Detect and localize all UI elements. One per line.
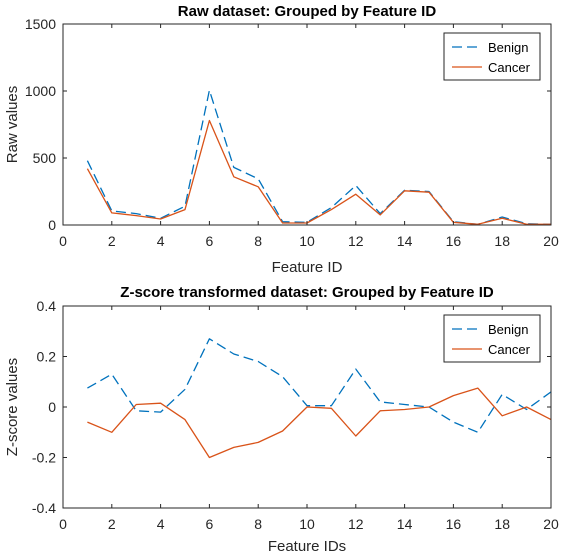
x-tick-label: 20 (543, 233, 559, 249)
x-axis-label: Feature IDs (268, 538, 346, 555)
y-tick-label: 0 (48, 217, 56, 233)
y-tick-label: 0.4 (37, 298, 57, 314)
x-tick-label: 0 (59, 516, 67, 532)
x-tick-label: 18 (494, 516, 510, 532)
x-tick-label: 14 (397, 233, 413, 249)
x-tick-label: 18 (494, 233, 510, 249)
series-line-benign (87, 338, 552, 433)
legend-label-cancer: Cancer (488, 60, 531, 75)
series-line-cancer (86, 119, 551, 225)
x-tick-label: 2 (108, 516, 116, 532)
x-tick-label: 8 (254, 233, 262, 249)
y-axis-label: Z-score values (4, 358, 21, 456)
chart-zscore: 0 2 4 6 8 10 12 14 16 18 20 -0.4 -0.2 0 0.2 0.4 Benign C… (4, 284, 559, 555)
legend-box (443, 32, 541, 81)
legend-label-benign: Benign (488, 40, 528, 55)
x-tick-label: 14 (397, 516, 413, 532)
y-tick-label: 500 (33, 150, 57, 166)
x-tick-label: 6 (206, 233, 214, 249)
y-tick-label: 1500 (25, 16, 56, 32)
x-axis-label: Feature ID (272, 259, 343, 276)
x-tick-label: 8 (254, 516, 262, 532)
legend-label-benign: Benign (488, 322, 528, 337)
y-axis-label: Raw values (4, 86, 21, 164)
x-tick-label: 12 (348, 516, 364, 532)
y-tick-label: 0 (48, 399, 56, 415)
legend-box (443, 314, 541, 363)
x-tick-label: 20 (543, 516, 559, 532)
y-tick-label: -0.4 (32, 500, 56, 516)
chart-raw: 0 2 4 6 8 10 12 14 16 18 20 0 500 1000 1500 Benign Canc… (4, 3, 559, 276)
x-tick-label: 10 (299, 233, 315, 249)
y-tick-label: 1000 (25, 83, 56, 99)
x-tick-label: 0 (59, 233, 67, 249)
y-tick-label: -0.2 (32, 450, 56, 466)
x-tick-label: 4 (157, 516, 165, 532)
y-tick-label: 0.2 (37, 349, 57, 365)
x-tick-label: 10 (299, 516, 315, 532)
x-tick-label: 2 (108, 233, 116, 249)
chart-title: Raw dataset: Grouped by Feature ID (178, 3, 437, 20)
x-tick-label: 12 (348, 233, 364, 249)
chart-title: Z-score transformed dataset: Grouped by … (120, 284, 494, 301)
series-line-cancer (87, 387, 552, 459)
x-tick-label: 6 (206, 516, 214, 532)
x-tick-label: 16 (446, 233, 462, 249)
x-tick-label: 4 (157, 233, 165, 249)
x-tick-label: 16 (446, 516, 462, 532)
legend-label-cancer: Cancer (488, 342, 531, 357)
